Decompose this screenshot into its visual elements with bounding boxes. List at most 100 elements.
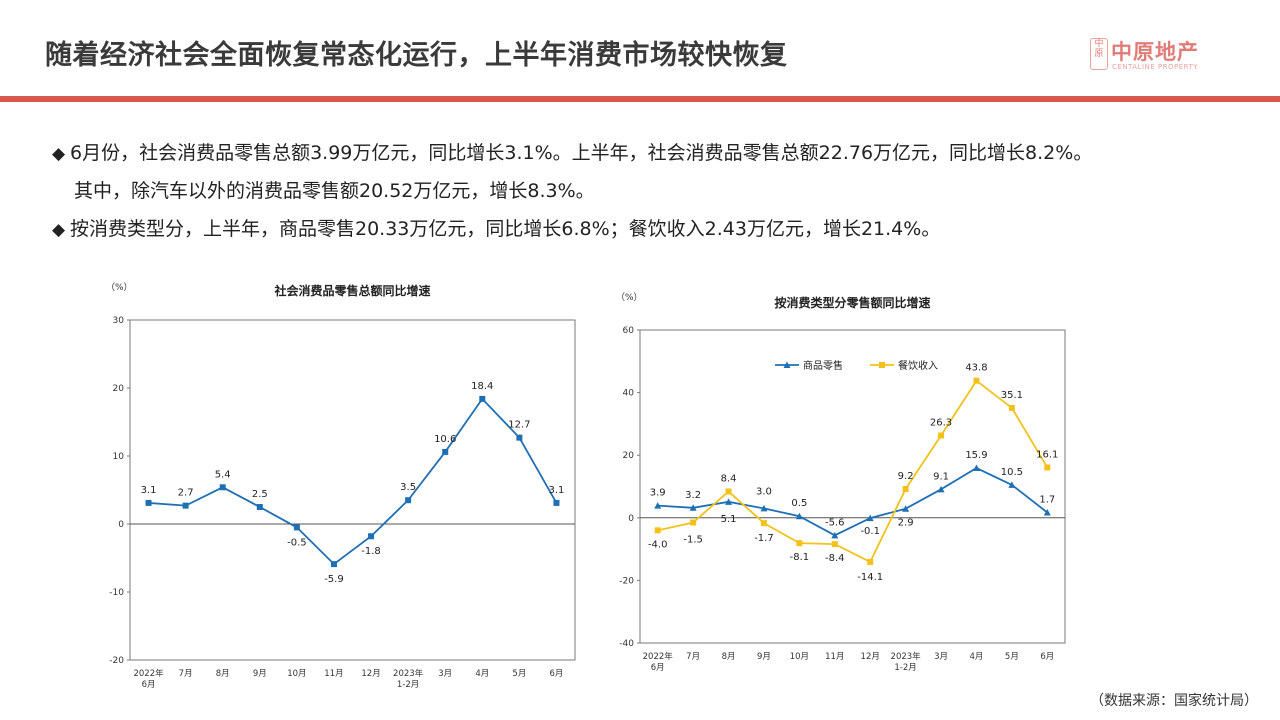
data-point bbox=[690, 519, 697, 526]
x-tick-label: 6月 bbox=[549, 669, 563, 679]
data-label: -1.7 bbox=[754, 533, 774, 544]
legend-label: 餐饮收入 bbox=[898, 359, 938, 372]
data-label: -8.4 bbox=[825, 553, 845, 564]
series-line bbox=[148, 397, 558, 566]
data-point bbox=[479, 395, 486, 402]
y-tick-label: -40 bbox=[619, 639, 634, 649]
data-point bbox=[938, 432, 945, 439]
data-point bbox=[760, 520, 767, 527]
y-tick-label: 0 bbox=[118, 520, 124, 530]
data-point bbox=[725, 488, 732, 495]
data-label: 2.9 bbox=[898, 518, 914, 529]
data-label: 35.1 bbox=[1001, 390, 1023, 401]
y-tick-label: 20 bbox=[113, 384, 125, 394]
data-point bbox=[405, 497, 412, 504]
data-point bbox=[902, 486, 909, 493]
data-point bbox=[795, 512, 803, 520]
data-point bbox=[442, 448, 449, 455]
y-tick-label: 60 bbox=[623, 326, 635, 336]
data-label: 1.7 bbox=[1039, 494, 1055, 505]
y-tick-label: 30 bbox=[113, 316, 125, 326]
data-label: 3.0 bbox=[756, 486, 772, 497]
data-point bbox=[654, 527, 661, 534]
x-tick-label: 8月 bbox=[722, 652, 736, 662]
data-point bbox=[1008, 404, 1015, 411]
y-tick-label: -20 bbox=[619, 576, 634, 586]
data-point bbox=[256, 504, 263, 510]
y-tick-label: 10 bbox=[113, 452, 125, 462]
bullet-retail-ex-auto: 其中，除汽车以外的消费品零售额20.52万亿元，增长8.3%。 bbox=[74, 180, 595, 202]
data-point bbox=[973, 377, 980, 384]
series-line bbox=[657, 467, 1048, 537]
chart-retail-growth: 社会消费品零售总额同比增速 （%） -20 -10 0 10 20 30 2022年 6月 7月 8月… bbox=[106, 282, 576, 690]
x-tick-label: 12月 bbox=[861, 652, 880, 662]
data-point bbox=[654, 502, 662, 509]
data-label: 5.1 bbox=[721, 514, 737, 525]
data-point bbox=[368, 533, 375, 540]
x-tick-label: 9月 bbox=[253, 669, 267, 679]
x-tick-label: 11月 bbox=[324, 669, 343, 679]
data-point bbox=[293, 524, 300, 531]
data-label: 26.3 bbox=[930, 417, 952, 428]
data-label: -4.0 bbox=[648, 539, 668, 550]
bullet-text: 6月份，社会消费品零售总额3.99万亿元，同比增长3.1%。上半年，社会消费品零… bbox=[70, 142, 1093, 164]
x-tick-label: 10月 bbox=[790, 652, 809, 662]
data-point bbox=[866, 514, 874, 522]
series-line bbox=[657, 379, 1049, 564]
bullet-text: 按消费类型分，上半年，商品零售20.33万亿元，同比增长6.8%；餐饮收入2.4… bbox=[70, 218, 941, 240]
data-point bbox=[182, 502, 189, 509]
x-tick-label: 3月 bbox=[934, 652, 948, 662]
bullet-consumption-type: ◆ 按消费类型分，上半年，商品零售20.33万亿元，同比增长6.8%；餐饮收入2.… bbox=[52, 214, 940, 241]
data-label: 3.1 bbox=[141, 485, 157, 496]
x-tick-label: 2023年 1-2月 bbox=[891, 651, 922, 673]
x-tick-label: 4月 bbox=[475, 669, 489, 679]
chart-title: 社会消费品零售总额同比增速 bbox=[273, 283, 430, 298]
data-point bbox=[760, 504, 768, 512]
y-tick-label: -20 bbox=[109, 656, 124, 666]
data-point bbox=[1008, 481, 1016, 488]
data-label: 9.2 bbox=[898, 471, 914, 482]
data-label: -5.6 bbox=[825, 517, 845, 528]
data-point bbox=[902, 505, 910, 512]
data-label: 3.5 bbox=[400, 482, 416, 493]
data-point bbox=[972, 464, 980, 472]
x-tick-label: 2022年 6月 bbox=[133, 668, 164, 690]
x-tick-label: 5月 bbox=[1005, 652, 1019, 662]
data-point bbox=[725, 498, 733, 505]
chart-type-growth: 按消费类型分零售额同比增速 （%） -40 -20 0 20 40 60 2022年 6月 7月 8月… bbox=[616, 292, 1066, 673]
data-label: 3.9 bbox=[650, 488, 666, 499]
plot-frame bbox=[639, 329, 1066, 644]
x-tick-label: 6月 bbox=[1040, 652, 1054, 662]
x-tick-label: 9月 bbox=[757, 652, 771, 662]
data-label: -0.5 bbox=[287, 537, 307, 548]
diamond-icon: ◆ bbox=[52, 220, 66, 240]
page-title: 随着经济社会全面恢复常态化运行，上半年消费市场较快恢复 bbox=[45, 40, 788, 71]
data-label: 10.6 bbox=[434, 434, 456, 445]
y-tick-label: 40 bbox=[623, 389, 635, 399]
legend-label: 商品零售 bbox=[803, 359, 843, 372]
data-label: -1.8 bbox=[361, 546, 381, 557]
data-label: 2.7 bbox=[178, 488, 194, 499]
chart-title: 按消费类型分零售额同比增速 bbox=[774, 295, 930, 310]
data-point bbox=[553, 499, 560, 506]
y-axis-unit: （%） bbox=[106, 282, 133, 293]
data-label: -0.1 bbox=[860, 526, 880, 537]
data-label: 10.5 bbox=[1001, 467, 1023, 478]
plot-frame bbox=[129, 319, 576, 661]
legend-marker bbox=[783, 361, 791, 368]
data-point bbox=[145, 499, 152, 506]
x-tick-label: 2023年 1-2月 bbox=[393, 668, 424, 690]
y-tick-label: 20 bbox=[623, 451, 635, 461]
data-label: -1.5 bbox=[683, 534, 703, 545]
legend-marker bbox=[879, 362, 885, 368]
y-tick-label: -10 bbox=[109, 588, 124, 598]
data-label: 16.1 bbox=[1036, 449, 1058, 460]
data-point bbox=[1043, 508, 1051, 516]
header-divider bbox=[0, 96, 1280, 102]
x-tick-label: 7月 bbox=[686, 652, 700, 662]
logo-english-name: CENTALINE PROPERTY bbox=[1112, 63, 1199, 71]
data-label: -14.1 bbox=[857, 572, 883, 583]
data-label: 15.9 bbox=[965, 450, 987, 461]
x-tick-label: 3月 bbox=[438, 669, 452, 679]
data-label: -5.9 bbox=[324, 574, 344, 585]
